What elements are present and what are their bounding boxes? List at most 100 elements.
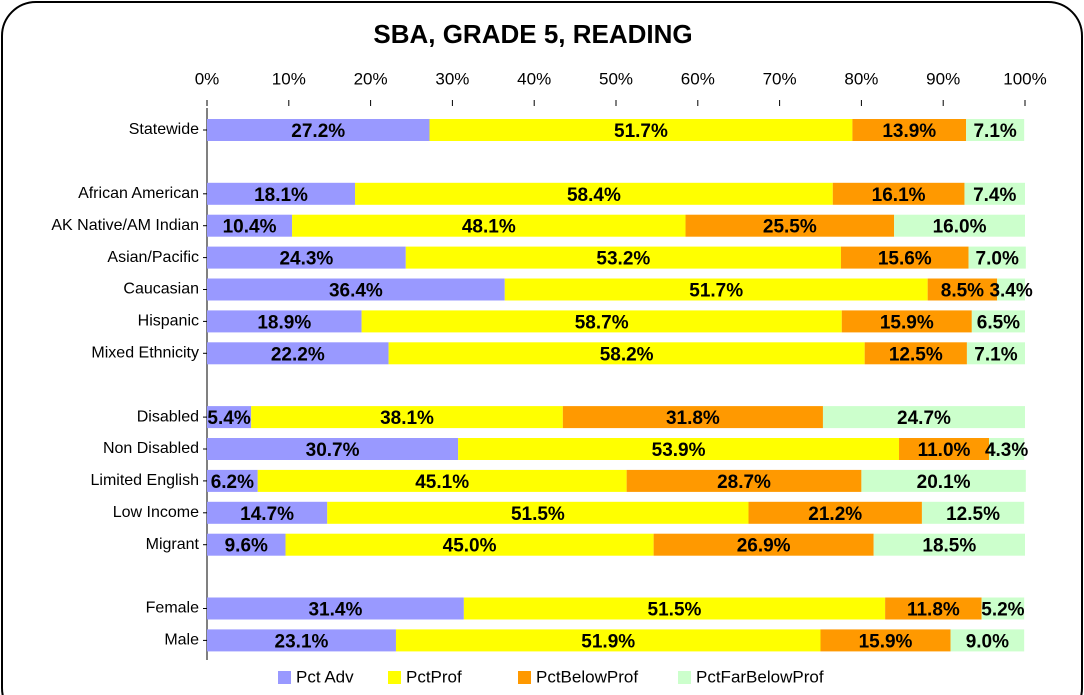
bar-segment — [207, 278, 505, 301]
y-tick-label: Low Income — [113, 504, 199, 521]
bar-segment — [388, 342, 865, 365]
bar-segment — [852, 119, 967, 141]
value-label: 51.7% — [689, 281, 743, 302]
value-label: 58.2% — [600, 344, 654, 365]
value-label: 18.1% — [254, 185, 308, 206]
x-tick-label: 90% — [926, 69, 960, 88]
y-tick-label: Caucasian — [123, 281, 199, 298]
value-label: 58.4% — [567, 185, 621, 206]
x-tick-label: 70% — [763, 69, 797, 88]
bar-segment — [989, 438, 1025, 460]
value-label: 11.8% — [907, 600, 960, 621]
bar-segment — [748, 501, 922, 524]
chart-title: SBA, GRADE 5, READING — [373, 19, 692, 49]
x-tick-label: 60% — [681, 69, 715, 88]
value-label: 12.5% — [946, 504, 1000, 525]
y-tick-label: Non Disabled — [103, 440, 199, 457]
value-label: 15.6% — [878, 249, 932, 270]
bar-segment — [361, 310, 842, 333]
bar-segment — [504, 278, 928, 301]
value-label: 16.0% — [933, 217, 987, 238]
bar-segment — [207, 629, 396, 652]
value-label: 25.5% — [763, 217, 817, 238]
y-tick-label: Disabled — [137, 408, 199, 425]
x-tick-label: 30% — [435, 69, 469, 88]
x-tick-label: 100% — [1003, 69, 1046, 88]
bar-segment — [653, 533, 874, 556]
bar-segment — [207, 119, 430, 141]
legend-swatch — [278, 671, 291, 684]
value-label: 6.5% — [977, 312, 1020, 333]
bar-segment — [207, 310, 362, 333]
value-label: 45.1% — [415, 472, 469, 493]
bar-segment — [207, 214, 293, 237]
value-label: 5.2% — [981, 600, 1024, 621]
value-label: 18.9% — [257, 312, 311, 333]
bar-segment — [327, 501, 749, 524]
bar-segment — [429, 119, 853, 141]
value-label: 18.5% — [922, 536, 976, 557]
value-label: 10.4% — [223, 217, 277, 238]
value-label: 20.1% — [917, 472, 971, 493]
value-label: 7.0% — [976, 249, 1019, 270]
bar-segment — [832, 182, 965, 205]
value-label: 15.9% — [880, 312, 934, 333]
x-tick-label: 0% — [195, 69, 220, 88]
value-label: 7.1% — [973, 121, 1016, 142]
bar-segment — [861, 469, 1026, 492]
y-tick-label: Asian/Pacific — [107, 249, 199, 266]
bar-segment — [968, 246, 1026, 269]
value-label: 3.4% — [989, 281, 1032, 302]
bar-segment — [894, 214, 1025, 237]
value-label: 8.5% — [941, 281, 984, 302]
value-label: 24.3% — [279, 249, 333, 270]
value-label: 36.4% — [329, 281, 383, 302]
legend-label: Pct Adv — [296, 667, 354, 686]
bar-segment — [840, 246, 969, 269]
bar-segment — [405, 246, 841, 269]
y-tick-label: Female — [146, 600, 199, 617]
bar-segment — [822, 406, 1025, 429]
legend-swatch — [678, 671, 691, 684]
value-label: 48.1% — [462, 217, 516, 238]
y-tick-label: Statewide — [129, 121, 199, 138]
x-tick-label: 40% — [517, 69, 551, 88]
value-label: 5.4% — [207, 408, 250, 429]
y-tick-label: Hispanic — [138, 313, 199, 330]
bar-segment — [207, 246, 406, 269]
y-tick-label: Mixed Ethnicity — [91, 345, 199, 362]
value-label: 15.9% — [859, 631, 913, 652]
y-tick-label: Migrant — [146, 536, 200, 553]
bar-segment — [921, 501, 1025, 524]
bar-segment — [562, 406, 823, 429]
value-label: 14.7% — [240, 504, 294, 525]
bar-segment — [841, 310, 972, 333]
bar-segment — [355, 182, 833, 205]
value-label: 31.8% — [666, 408, 720, 429]
value-label: 27.2% — [291, 121, 345, 142]
bar-segment — [292, 214, 686, 237]
value-label: 51.9% — [581, 631, 635, 652]
x-tick-label: 10% — [272, 69, 306, 88]
value-label: 22.2% — [271, 344, 325, 365]
value-label: 58.7% — [575, 312, 629, 333]
value-label: 28.7% — [717, 472, 771, 493]
bar-segment — [207, 597, 464, 620]
bar-segment — [981, 597, 1025, 620]
value-label: 51.5% — [648, 600, 702, 621]
legend-label: PctFarBelowProf — [696, 667, 824, 686]
y-tick-label: Male — [164, 632, 199, 649]
value-label: 7.4% — [973, 185, 1016, 206]
value-label: 31.4% — [308, 600, 362, 621]
bar-segment — [395, 629, 821, 652]
bar-segment — [950, 629, 1025, 652]
value-label: 53.9% — [652, 440, 706, 461]
value-label: 4.3% — [985, 440, 1028, 461]
value-label: 26.9% — [737, 536, 791, 557]
value-label: 45.0% — [443, 536, 497, 557]
value-label: 9.0% — [966, 631, 1009, 652]
bar-segment — [207, 533, 286, 556]
bar-segment — [899, 438, 990, 460]
value-label: 12.5% — [889, 344, 943, 365]
